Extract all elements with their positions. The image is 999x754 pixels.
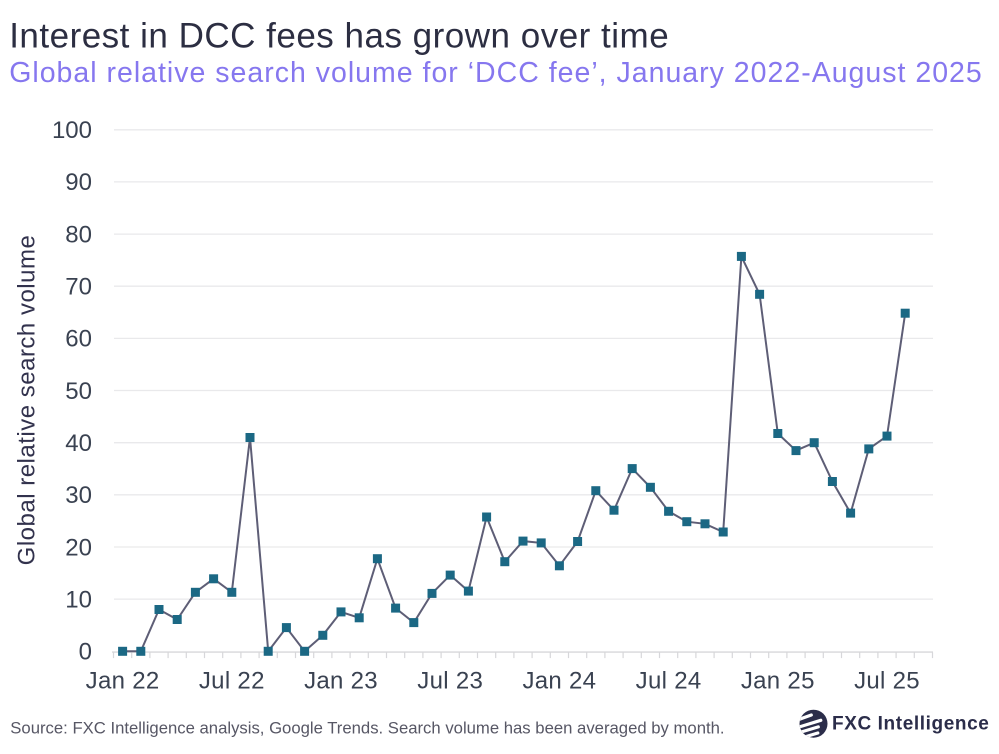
svg-text:Global relative search volume: Global relative search volume for ‘DCC f… <box>9 57 983 89</box>
svg-text:Source: FXC Intelligence analy: Source: FXC Intelligence analysis, Googl… <box>10 718 724 737</box>
svg-text:Jan 22: Jan 22 <box>86 668 160 695</box>
svg-text:Interest in DCC fees has grown: Interest in DCC fees has grown over time <box>9 16 669 55</box>
svg-text:Jan 23: Jan 23 <box>304 668 378 695</box>
svg-text:10: 10 <box>65 586 92 613</box>
svg-text:Jan 24: Jan 24 <box>522 668 596 695</box>
svg-text:Jul 25: Jul 25 <box>854 668 920 695</box>
svg-text:80: 80 <box>65 221 92 248</box>
svg-text:30: 30 <box>65 482 92 509</box>
svg-text:40: 40 <box>65 430 92 457</box>
svg-text:0: 0 <box>79 639 92 666</box>
svg-text:FXC Intelligence: FXC Intelligence <box>832 713 989 734</box>
svg-text:50: 50 <box>65 378 92 405</box>
svg-text:60: 60 <box>65 326 92 353</box>
svg-text:Global relative search volume: Global relative search volume <box>14 235 41 566</box>
svg-text:Jul 22: Jul 22 <box>199 668 265 695</box>
svg-text:90: 90 <box>65 169 92 196</box>
svg-text:70: 70 <box>65 274 92 301</box>
svg-text:Jul 23: Jul 23 <box>417 668 483 695</box>
svg-text:100: 100 <box>52 117 92 144</box>
svg-text:20: 20 <box>65 534 92 561</box>
svg-text:Jul 24: Jul 24 <box>636 668 702 695</box>
svg-text:Jan 25: Jan 25 <box>741 668 815 695</box>
